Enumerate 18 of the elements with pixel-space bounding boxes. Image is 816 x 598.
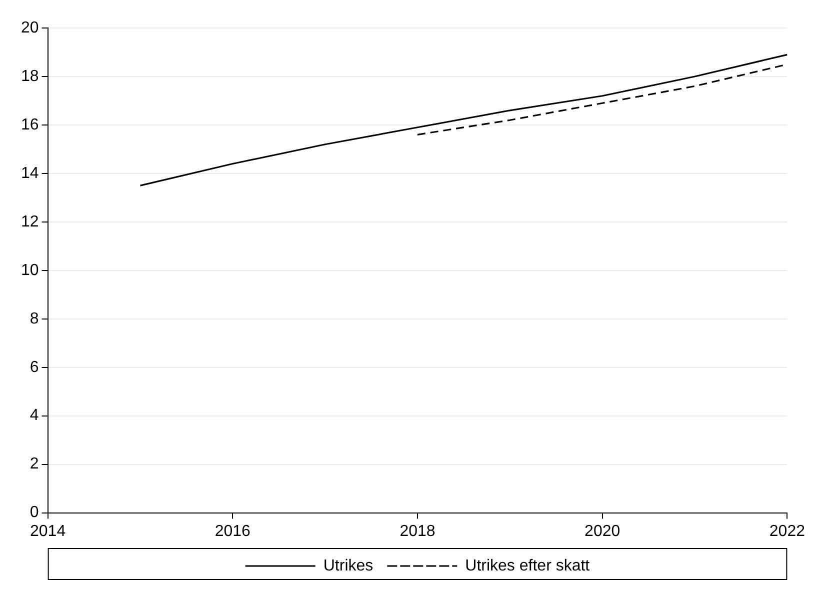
y-tick-label: 12 (21, 213, 39, 230)
legend-label: Utrikes efter skatt (465, 557, 590, 574)
y-tick-label: 14 (21, 164, 39, 182)
y-tick-label: 18 (21, 68, 39, 85)
x-tick-label: 2022 (769, 522, 806, 540)
y-tick-label: 6 (30, 358, 39, 376)
x-tick-label: 2014 (30, 522, 66, 540)
y-tick-label: 20 (21, 19, 39, 36)
y-tick-label: 8 (30, 310, 39, 328)
y-tick-label: 10 (21, 262, 39, 279)
x-tick-label: 2020 (584, 522, 620, 540)
y-tick-label: 16 (21, 116, 39, 134)
legend-label: Utrikes (323, 557, 374, 574)
x-tick-label: 2016 (214, 522, 251, 540)
x-tick-label: 2018 (400, 522, 436, 540)
y-tick-label: 4 (30, 407, 39, 424)
y-tick-label: 0 (30, 504, 39, 522)
y-tick-label: 2 (30, 456, 39, 473)
